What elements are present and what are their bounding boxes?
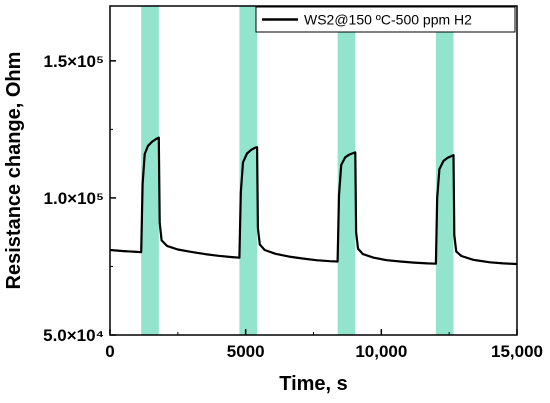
x-axis-title: Time, s [279, 373, 348, 395]
x-tick-label: 10,000 [355, 342, 407, 361]
legend-box [255, 6, 516, 33]
x-tick-label: 0 [105, 342, 114, 361]
x-tick-label: 5000 [227, 342, 265, 361]
gas-exposure-window-3 [337, 6, 356, 335]
series-line-1 [109, 136, 518, 266]
x-tick-label: 15,000 [491, 342, 543, 361]
gas-exposure-window-1 [141, 6, 159, 335]
y-tick-label: 1.0×10⁵ [44, 189, 104, 208]
y-axis: 5.0×10⁴ 1.0×10⁵ 1.5×10⁵ [43, 52, 116, 345]
legend-label: WS2@150 ºC-500 ppm H2 [304, 12, 472, 28]
legend: WS2@150 ºC-500 ppm H2 [255, 6, 516, 33]
gas-exposure-window-2 [239, 6, 258, 335]
gas-exposure-windows [141, 6, 454, 335]
series-layer [109, 136, 518, 266]
y-tick-label: 5.0×10⁴ [43, 326, 104, 345]
gas-exposure-window-4 [435, 6, 454, 335]
x-axis: 0 5000 10,000 15,000 [105, 329, 543, 361]
y-axis-title: Resistance change, Ohm [3, 52, 25, 290]
y-tick-label: 1.5×10⁵ [44, 52, 104, 71]
plot-frame [109, 5, 518, 336]
